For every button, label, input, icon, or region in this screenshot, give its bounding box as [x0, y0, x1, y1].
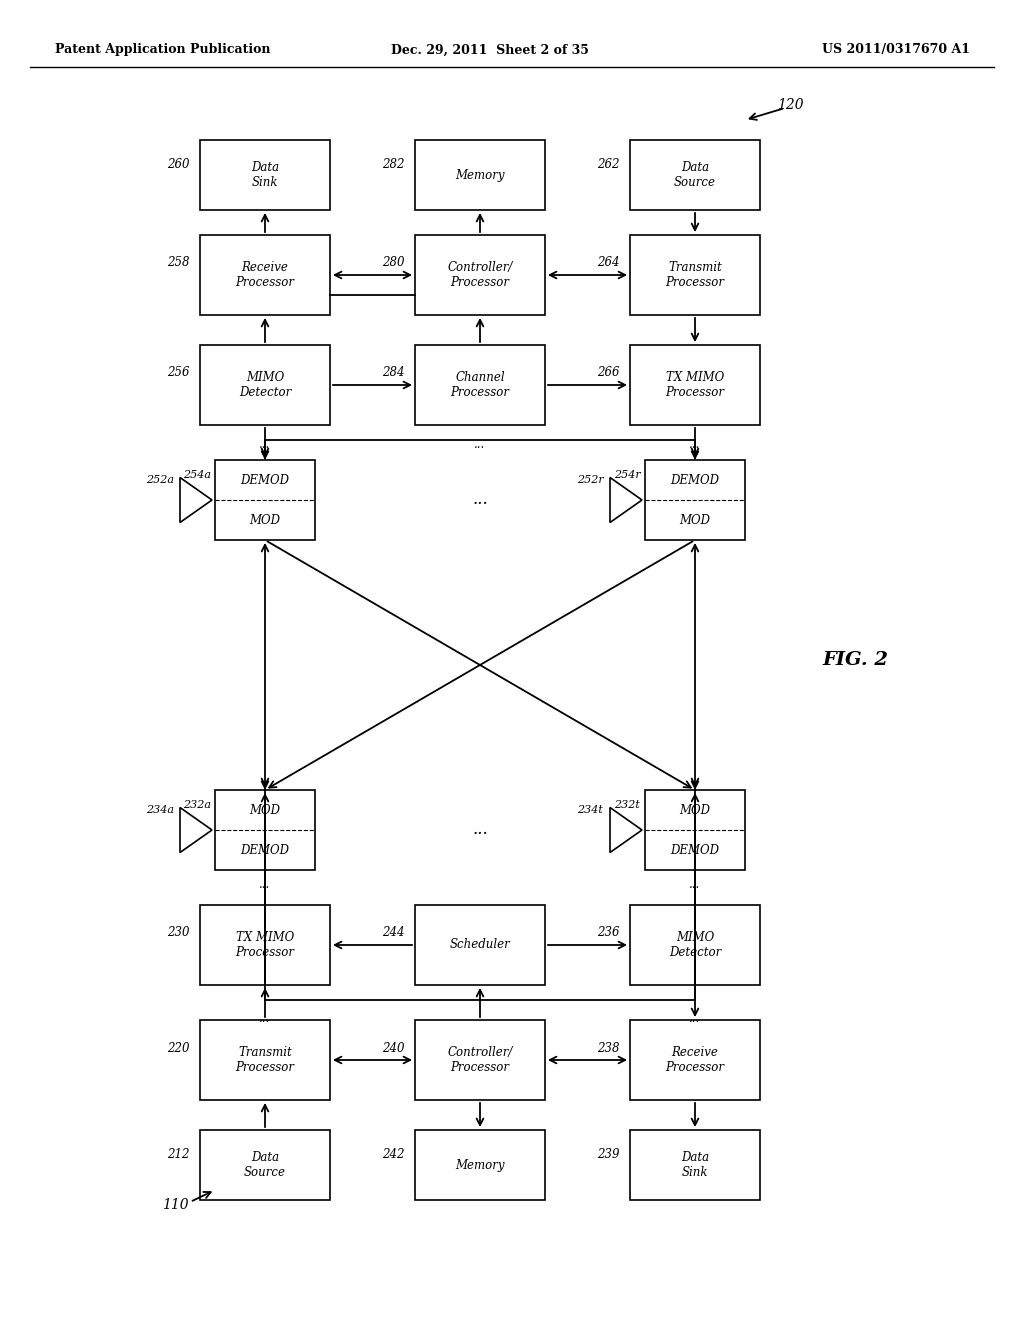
Text: Transmit
Processor: Transmit Processor — [666, 261, 725, 289]
Polygon shape — [180, 808, 212, 853]
Text: Receive
Processor: Receive Processor — [666, 1045, 725, 1074]
Text: 239: 239 — [597, 1148, 620, 1162]
Text: DEMOD: DEMOD — [241, 843, 290, 857]
Text: TX MIMO
Processor: TX MIMO Processor — [666, 371, 725, 399]
Text: 254a: 254a — [183, 470, 211, 480]
Bar — [630, 140, 760, 210]
Text: 258: 258 — [167, 256, 189, 269]
Bar — [415, 906, 545, 985]
Text: MIMO
Detector: MIMO Detector — [669, 931, 721, 960]
Bar — [200, 906, 330, 985]
Text: 256: 256 — [167, 367, 189, 380]
Bar — [200, 235, 330, 315]
Text: 238: 238 — [597, 1041, 620, 1055]
Bar — [200, 1130, 330, 1200]
Text: 120: 120 — [776, 98, 803, 112]
Text: MOD: MOD — [250, 804, 281, 817]
Text: ...: ... — [689, 438, 700, 451]
Text: Memory: Memory — [456, 1159, 505, 1172]
Polygon shape — [610, 808, 642, 853]
Text: ...: ... — [689, 1011, 700, 1024]
Text: MOD: MOD — [680, 804, 711, 817]
Text: Channel
Processor: Channel Processor — [451, 371, 510, 399]
Text: ...: ... — [689, 879, 700, 891]
Text: 220: 220 — [167, 1041, 189, 1055]
Text: 110: 110 — [162, 1199, 188, 1212]
Text: 230: 230 — [167, 927, 189, 940]
Bar — [630, 1130, 760, 1200]
Text: 212: 212 — [167, 1148, 189, 1162]
Text: 242: 242 — [382, 1148, 404, 1162]
Text: MOD: MOD — [250, 513, 281, 527]
Text: 236: 236 — [597, 927, 620, 940]
Text: 234a: 234a — [146, 805, 174, 814]
Text: DEMOD: DEMOD — [671, 843, 720, 857]
Text: US 2011/0317670 A1: US 2011/0317670 A1 — [822, 44, 970, 57]
Text: 252a: 252a — [146, 475, 174, 484]
Bar — [415, 1130, 545, 1200]
Text: 280: 280 — [382, 256, 404, 269]
Text: Dec. 29, 2011  Sheet 2 of 35: Dec. 29, 2011 Sheet 2 of 35 — [391, 44, 589, 57]
Bar — [630, 1020, 760, 1100]
Text: 252r: 252r — [577, 475, 603, 484]
Text: 234t: 234t — [578, 805, 603, 814]
Text: 266: 266 — [597, 367, 620, 380]
Text: ...: ... — [472, 821, 487, 838]
Polygon shape — [610, 478, 642, 523]
Text: ...: ... — [259, 438, 270, 451]
Text: TX MIMO
Processor: TX MIMO Processor — [236, 931, 295, 960]
Bar — [630, 235, 760, 315]
Bar — [630, 906, 760, 985]
Text: ...: ... — [474, 438, 485, 451]
Text: Receive
Processor: Receive Processor — [236, 261, 295, 289]
Text: MIMO
Detector: MIMO Detector — [239, 371, 291, 399]
Text: 240: 240 — [382, 1041, 404, 1055]
Text: Data
Source: Data Source — [674, 161, 716, 189]
Text: 260: 260 — [167, 158, 189, 172]
Bar — [200, 140, 330, 210]
Bar — [200, 345, 330, 425]
Text: MOD: MOD — [680, 513, 711, 527]
Text: Patent Application Publication: Patent Application Publication — [55, 44, 270, 57]
Text: 244: 244 — [382, 927, 404, 940]
Text: Transmit
Processor: Transmit Processor — [236, 1045, 295, 1074]
Polygon shape — [180, 478, 212, 523]
Text: ...: ... — [259, 1011, 270, 1024]
Text: 284: 284 — [382, 367, 404, 380]
Text: 232a: 232a — [183, 800, 211, 810]
Bar — [215, 459, 315, 540]
Text: Data
Sink: Data Sink — [681, 1151, 709, 1179]
Text: 262: 262 — [597, 158, 620, 172]
Bar — [415, 1020, 545, 1100]
Text: Controller/
Processor: Controller/ Processor — [447, 1045, 513, 1074]
Text: ...: ... — [259, 879, 270, 891]
Text: Memory: Memory — [456, 169, 505, 181]
Text: FIG. 2: FIG. 2 — [822, 651, 888, 669]
Bar — [200, 1020, 330, 1100]
Bar — [645, 789, 745, 870]
Bar — [215, 789, 315, 870]
Text: 264: 264 — [597, 256, 620, 269]
Text: Data
Source: Data Source — [244, 1151, 286, 1179]
Text: ...: ... — [472, 491, 487, 508]
Text: Controller/
Processor: Controller/ Processor — [447, 261, 513, 289]
Text: 254r: 254r — [613, 470, 640, 480]
Bar — [415, 235, 545, 315]
Text: 232t: 232t — [614, 800, 640, 810]
Text: 282: 282 — [382, 158, 404, 172]
Text: DEMOD: DEMOD — [671, 474, 720, 487]
Bar — [415, 345, 545, 425]
Text: DEMOD: DEMOD — [241, 474, 290, 487]
Bar — [630, 345, 760, 425]
Text: Data
Sink: Data Sink — [251, 161, 280, 189]
Bar — [415, 140, 545, 210]
Text: Scheduler: Scheduler — [450, 939, 510, 952]
Bar — [645, 459, 745, 540]
